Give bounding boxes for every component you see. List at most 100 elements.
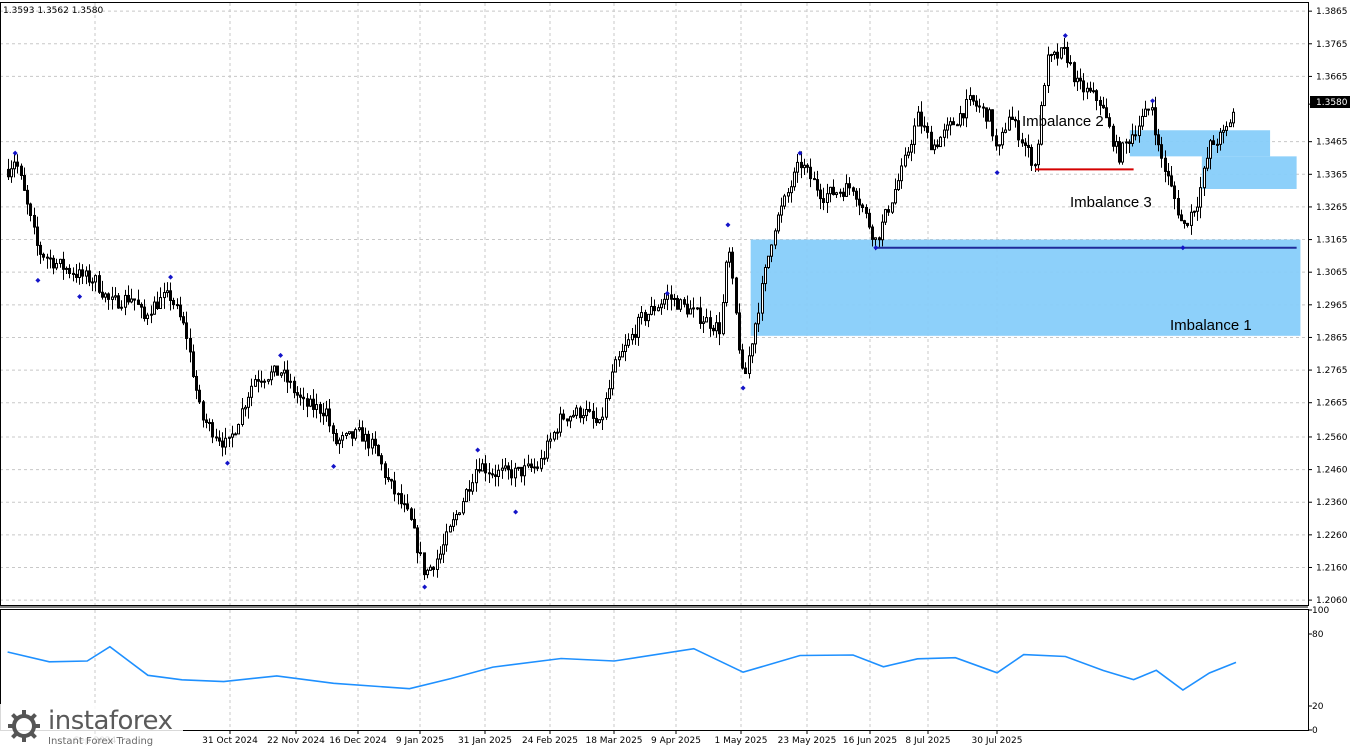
candle-body	[559, 413, 562, 433]
candle-body	[868, 212, 871, 228]
candle-body	[406, 503, 409, 510]
candle-body	[98, 275, 101, 293]
candle-body	[150, 313, 153, 316]
candle-body	[276, 365, 279, 376]
fractal-marker	[12, 150, 18, 156]
candle-body	[1125, 141, 1128, 144]
candle-body	[42, 253, 45, 258]
candle-body	[72, 272, 75, 275]
candle-body	[598, 419, 601, 424]
candle-body	[738, 312, 741, 351]
candle-body	[445, 531, 448, 546]
candle-body	[1160, 144, 1163, 159]
candle-body	[302, 396, 305, 400]
candle-body	[59, 258, 62, 265]
candle-body	[1222, 129, 1225, 133]
candle-body	[7, 168, 10, 178]
candle-body	[842, 191, 845, 197]
watermark-tagline: Instant Forex Trading	[48, 736, 154, 747]
candle-body	[608, 388, 611, 400]
candle-body	[1144, 108, 1147, 117]
candle-body	[793, 171, 796, 188]
candle-body	[494, 474, 497, 477]
candle-body	[120, 306, 123, 309]
candle-body	[1001, 131, 1004, 146]
candle-body	[601, 416, 604, 421]
candle-body	[748, 355, 751, 375]
candle-body	[611, 371, 614, 390]
fractal-marker	[278, 352, 284, 358]
candle-body	[348, 431, 351, 435]
candle-body	[761, 283, 764, 314]
candle-body	[198, 389, 201, 403]
candle-body	[325, 408, 328, 417]
imbalance-zones	[750, 130, 1301, 336]
candle-body	[39, 244, 42, 255]
candle-body	[722, 302, 725, 335]
candle-body	[416, 527, 419, 554]
candle-body	[988, 109, 991, 122]
candle-body	[237, 423, 240, 435]
candle-body	[309, 398, 312, 407]
candle-body	[465, 489, 468, 503]
candlestick-series	[7, 37, 1235, 580]
candle-body	[133, 298, 136, 301]
candle-body	[631, 333, 634, 341]
candle-body	[1141, 115, 1144, 127]
candle-body	[959, 113, 962, 126]
candle-body	[858, 198, 861, 206]
candle-body	[432, 566, 435, 570]
candle-body	[566, 418, 569, 422]
candle-body	[449, 525, 452, 533]
candle-body	[614, 359, 617, 373]
candle-body	[159, 297, 162, 309]
candle-body	[826, 193, 829, 204]
imbalance-zone	[1129, 130, 1271, 157]
candle-body	[702, 321, 705, 324]
osc-tick-label: 100	[1312, 606, 1329, 616]
x-tick-label: 18 Mar 2025	[585, 736, 642, 746]
fractal-marker	[664, 290, 670, 296]
candle-body	[946, 124, 949, 131]
candle-body	[874, 237, 877, 240]
candle-body	[679, 299, 682, 310]
candle-body	[689, 308, 692, 315]
candle-body	[426, 569, 429, 576]
candle-body	[592, 410, 595, 419]
candle-body	[878, 237, 881, 241]
fractal-marker	[725, 222, 731, 228]
x-tick-label: 9 Jan 2025	[396, 736, 444, 746]
candle-body	[1105, 107, 1108, 119]
fractal-marker	[422, 584, 428, 590]
candle-body	[621, 351, 624, 358]
candle-body	[124, 294, 127, 308]
oscillator-pane-border	[0, 609, 1309, 731]
candle-body	[299, 394, 302, 398]
candle-body	[709, 317, 712, 329]
candle-body	[1193, 210, 1196, 213]
candle-body	[367, 433, 370, 449]
candle-body	[322, 412, 325, 417]
fractal-marker	[994, 170, 1000, 176]
candle-body	[579, 407, 582, 419]
candle-body	[1206, 157, 1209, 169]
y-tick-label: 1.3365	[1316, 170, 1348, 180]
candle-body	[1095, 90, 1098, 101]
candle-body	[215, 436, 218, 439]
candle-body	[533, 466, 536, 469]
candle-body	[16, 161, 19, 167]
fractal-marker	[475, 447, 481, 453]
candle-body	[471, 482, 474, 492]
candle-body	[1099, 99, 1102, 106]
candle-body	[231, 433, 234, 438]
x-tick-label: 30 Jul 2025	[972, 736, 1023, 746]
candle-body	[296, 392, 299, 396]
candle-body	[660, 303, 663, 309]
candle-body	[328, 408, 331, 427]
candle-body	[865, 207, 868, 214]
candle-body	[172, 299, 175, 306]
candle-body	[468, 489, 471, 492]
candle-body	[985, 107, 988, 122]
candle-body	[917, 111, 920, 127]
